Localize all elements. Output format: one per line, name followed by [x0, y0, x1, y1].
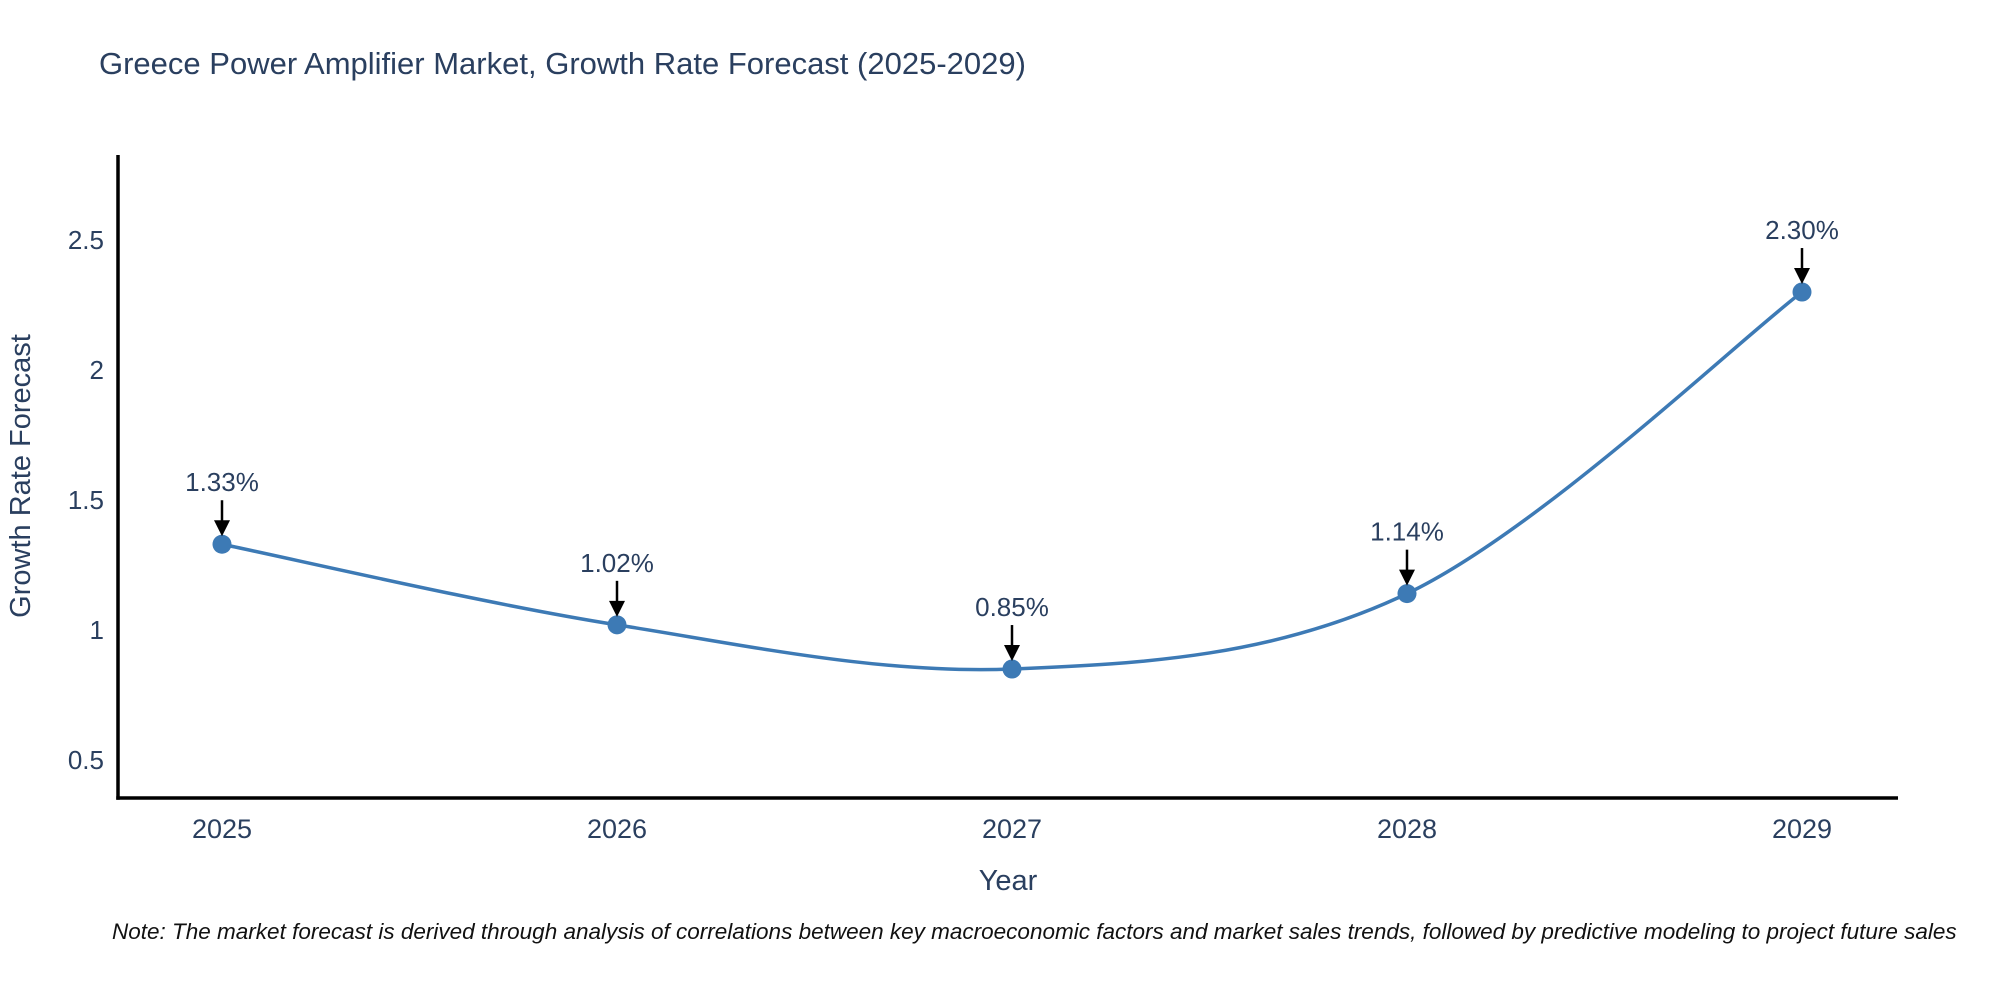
point-annotation-label: 1.33%: [185, 467, 259, 497]
y-axis-title: Growth Rate Forecast: [5, 334, 37, 618]
data-point-marker: [607, 615, 627, 635]
point-annotation-label: 0.85%: [975, 592, 1049, 622]
y-tick-label: 2.5: [68, 225, 104, 255]
y-tick-label: 0.5: [68, 745, 104, 775]
annotation-arrow-head: [1399, 569, 1415, 586]
y-tick-label: 2: [90, 355, 104, 385]
annotation-arrow-head: [1004, 645, 1020, 662]
x-tick-label: 2029: [1772, 814, 1832, 844]
x-tick-label: 2028: [1377, 814, 1437, 844]
x-tick-label: 2025: [192, 814, 252, 844]
y-tick-label: 1: [90, 615, 104, 645]
x-axis-title: Year: [979, 865, 1038, 897]
trend-line: [221, 290, 1804, 672]
annotation-arrow-head: [214, 520, 230, 537]
chart-title: Greece Power Amplifier Market, Growth Ra…: [99, 46, 1026, 81]
data-point-marker: [1792, 282, 1812, 302]
x-tick-label: 2027: [982, 814, 1042, 844]
annotation-arrow-head: [609, 600, 625, 617]
point-annotation-label: 1.02%: [580, 548, 654, 578]
data-point-marker: [1002, 659, 1022, 679]
x-tick-label: 2026: [587, 814, 647, 844]
y-tick-label: 1.5: [68, 485, 104, 515]
point-annotation-label: 2.30%: [1765, 215, 1839, 245]
point-annotation-label: 1.14%: [1370, 517, 1444, 547]
data-point-marker: [1397, 584, 1417, 604]
footnote-text: Note: The market forecast is derived thr…: [112, 919, 1957, 944]
data-point-marker: [212, 534, 232, 554]
annotation-arrow-head: [1794, 268, 1810, 285]
